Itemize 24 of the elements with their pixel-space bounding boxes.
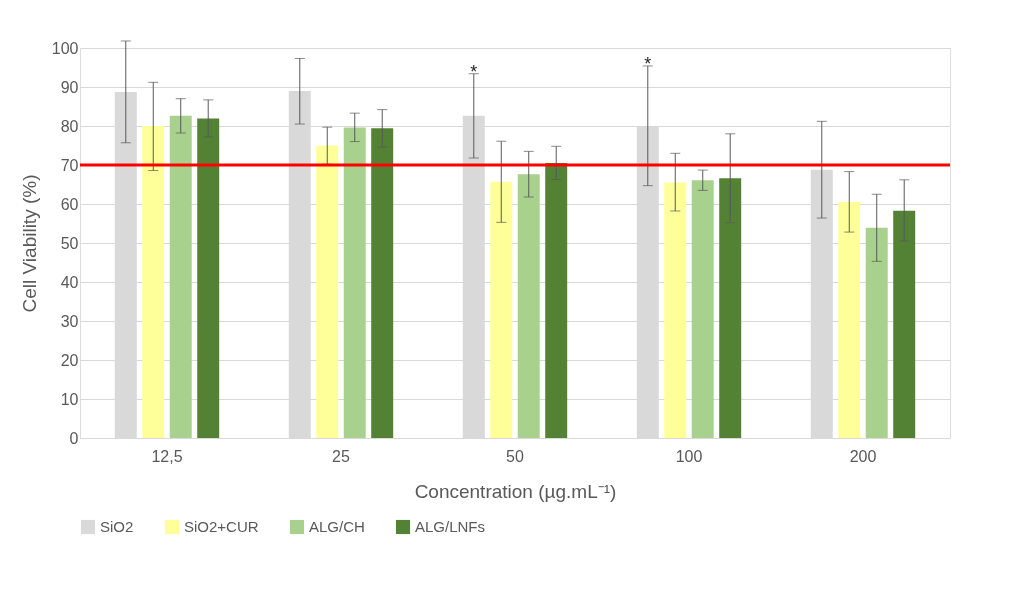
y-tick-label: 20 [60,351,79,369]
y-tick-label: 90 [60,78,79,96]
legend-label: ALG/CH [309,518,365,535]
legend-label: SiO2 [100,518,134,535]
x-tick-label: 200 [849,447,877,465]
x-tick-label: 50 [506,447,524,465]
legend-label: ALG/LNFs [415,518,486,535]
y-tick-label: 0 [69,429,79,447]
y-tick-label: 50 [60,234,79,252]
y-tick-label: 70 [60,156,79,174]
y-axis-title: Cell Viability (%) [18,174,40,313]
y-tick-label: 40 [60,273,79,291]
y-tick-label: 100 [51,39,79,57]
y-tick-label: 30 [60,312,79,330]
y-tick-label: 80 [60,117,79,135]
data-label: * [470,61,478,82]
x-tick-label: 12,5 [151,447,183,465]
x-tick-label: 100 [675,447,703,465]
data-label: * [644,53,652,74]
x-axis-title: Concentration (µg.mL⁻¹) [414,480,617,502]
x-tick-label: 25 [332,447,350,465]
y-tick-label: 10 [60,390,79,408]
y-tick-label: 60 [60,195,79,213]
legend-label: SiO2+CUR [184,518,259,535]
